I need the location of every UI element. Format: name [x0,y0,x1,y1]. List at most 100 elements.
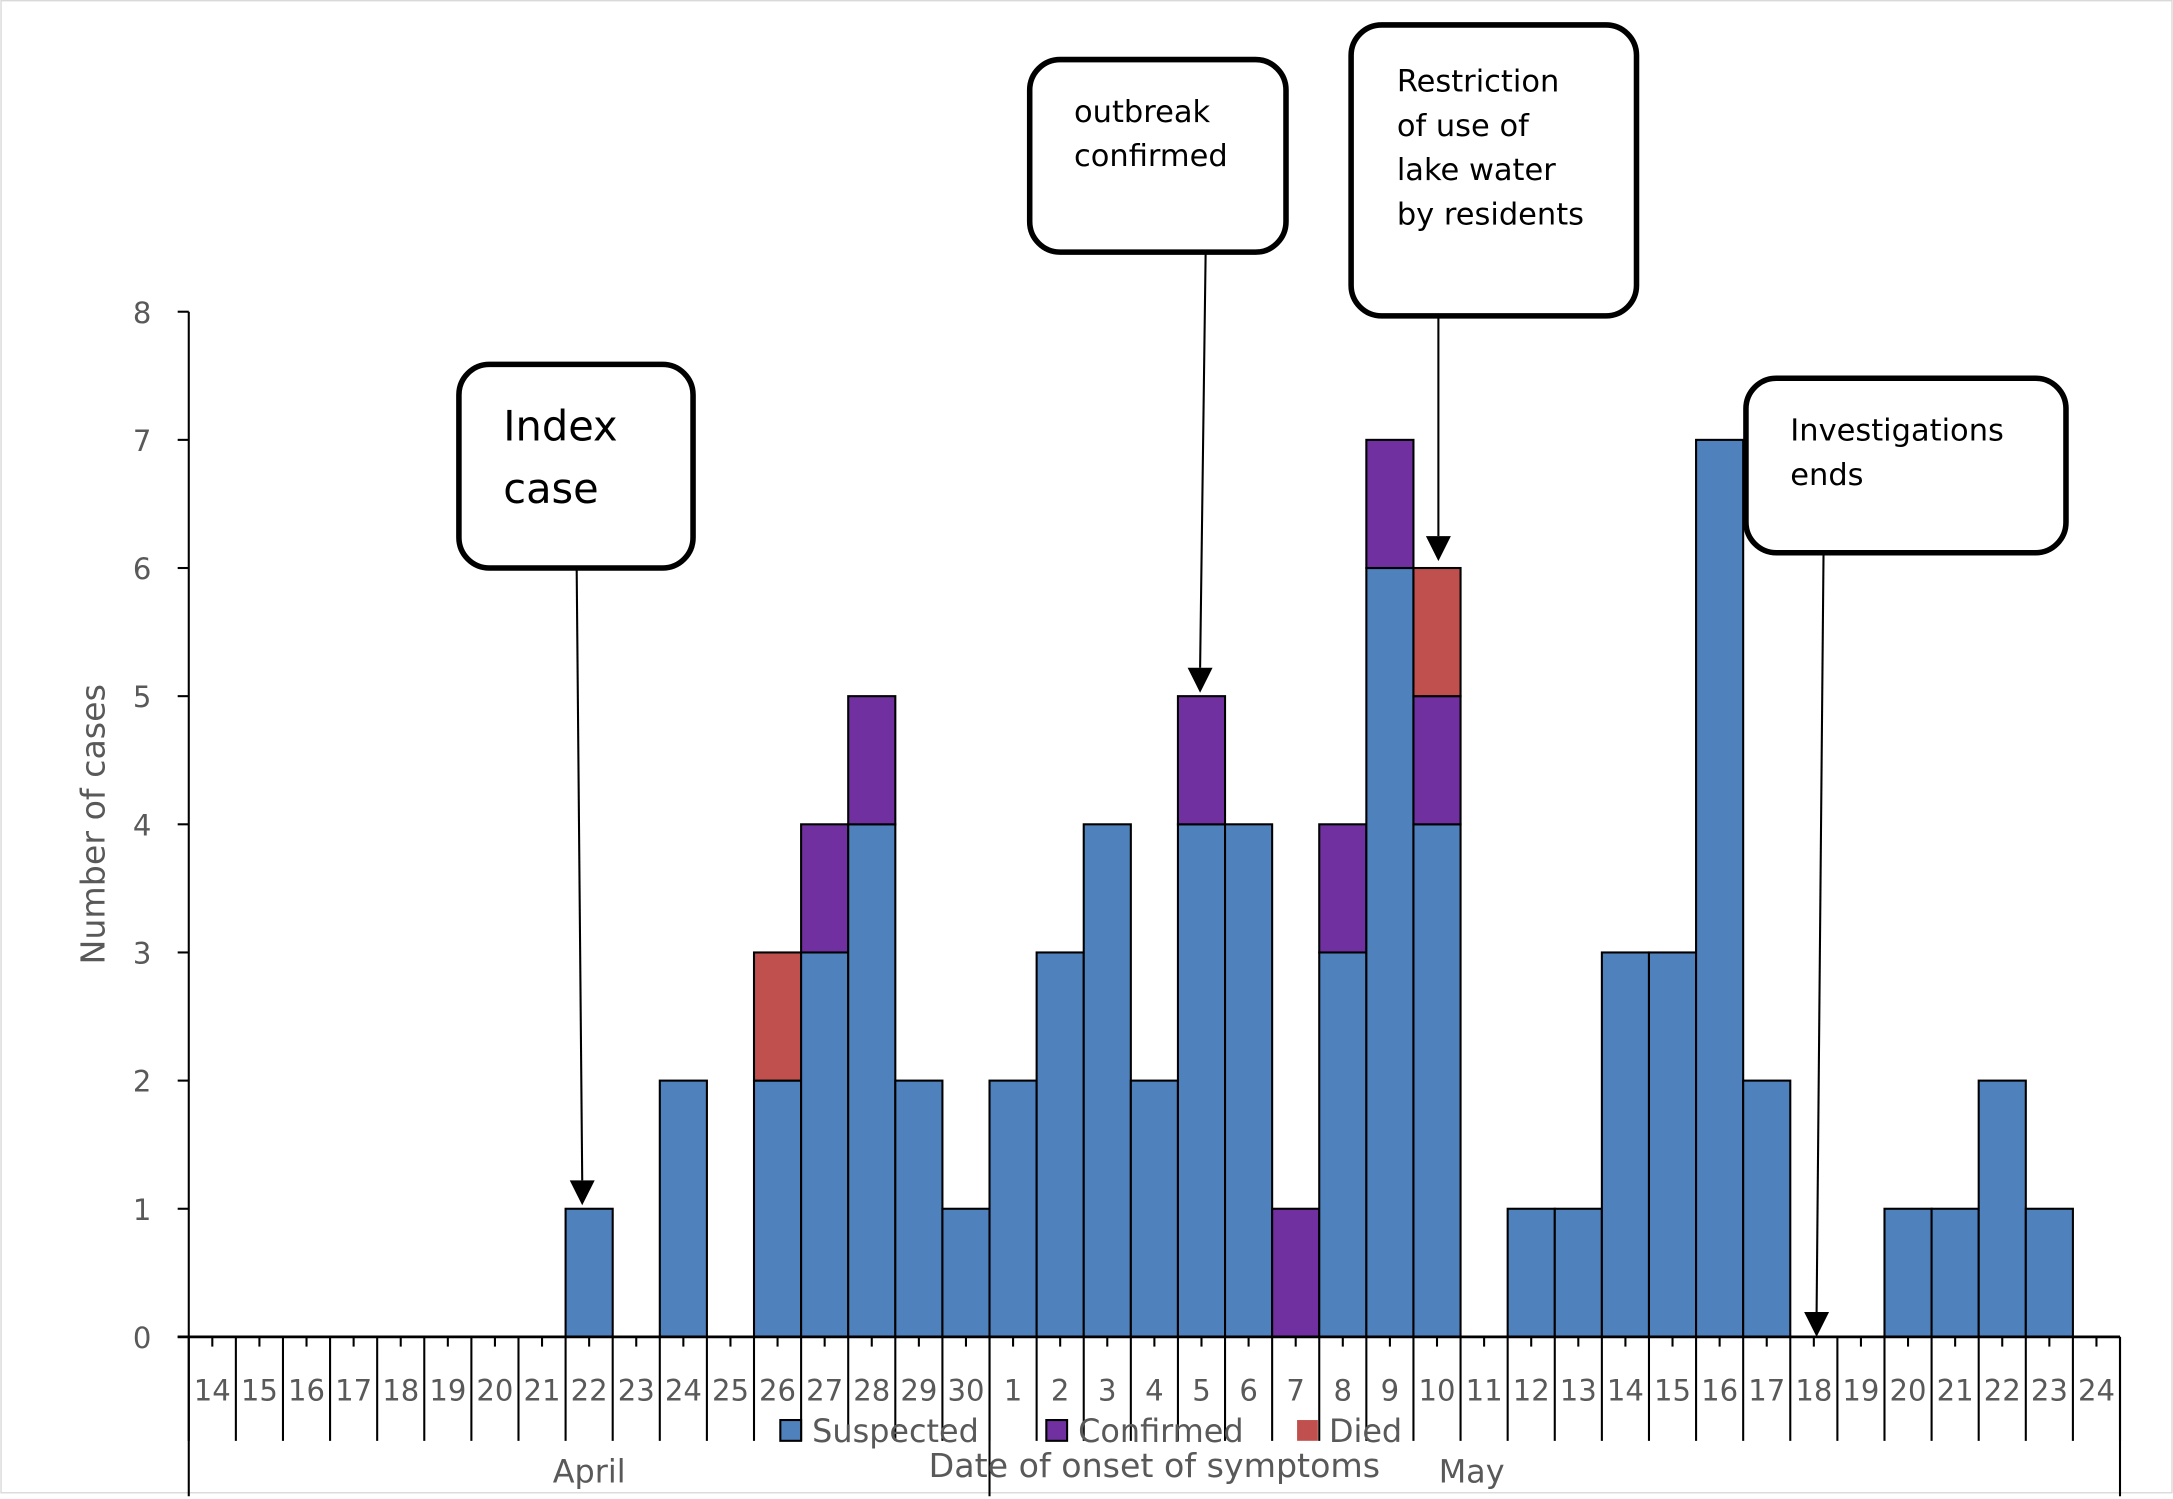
annotation-callout: outbreak confirmed [1026,56,1289,693]
annotation-box [1348,22,1640,319]
annotation-arrow-line [1815,552,1825,1312]
bar-suspected [1695,438,1745,1338]
annotation-text: by residents [1397,197,1584,232]
x-tick-label: 9 [1381,1374,1400,1408]
x-tick-label: 4 [1145,1374,1164,1408]
x-tick-label: 18 [1795,1374,1832,1408]
bar-suspected [1977,1079,2027,1338]
bar-suspected [847,823,897,1338]
x-tick-label: 15 [1654,1374,1691,1408]
bar-confirmed [800,823,850,954]
annotation-callout: Investigations ends [1743,375,2069,1337]
bar-confirmed [1271,1207,1321,1338]
month-label: May [1439,1452,1505,1490]
x-tick-label: 6 [1239,1374,1258,1408]
bar-suspected [1035,951,1085,1338]
y-tick-label: 2 [133,1065,152,1099]
x-tick-label: 26 [759,1374,796,1408]
x-tick-label: 22 [571,1374,608,1408]
arrow-head-icon [1425,536,1451,562]
x-tick-label: 15 [241,1374,278,1408]
arrow-head-icon [569,1180,595,1206]
annotation-arrow-line [1199,252,1207,668]
x-tick-label: 7 [1286,1374,1305,1408]
month-label: April [553,1452,626,1490]
annotation-text: case [503,464,599,513]
x-tick-label: 22 [1984,1374,2021,1408]
annotation-box [1026,56,1289,255]
annotation-text: of use of [1397,109,1530,144]
bar-suspected [1600,951,1651,1338]
bar-suspected [800,951,850,1338]
bar-suspected [1883,1207,1933,1338]
x-tick-label: 23 [618,1374,655,1408]
y-tick-label: 1 [133,1193,152,1227]
bar-confirmed [847,695,897,826]
bar-suspected [1365,566,1415,1338]
bar-suspected [1647,951,1698,1338]
x-tick-label: 10 [1418,1374,1455,1408]
bar-suspected [1318,951,1368,1338]
x-tick-label: 17 [1748,1374,1785,1408]
y-tick-label: 4 [133,808,152,842]
x-tick-label: 5 [1192,1374,1211,1408]
annotation-box [1743,375,2069,556]
annotation-text: Index [503,402,617,451]
x-tick-label: 17 [335,1374,372,1408]
annotation-text: ends [1790,458,1863,493]
x-tick-label: 30 [947,1374,984,1408]
x-tick-label: 20 [476,1374,513,1408]
x-tick-label: 2 [1051,1374,1070,1408]
legend-label-confirmed: Confirmed [1078,1412,1243,1450]
bar-suspected [1224,823,1274,1338]
annotation-text: Restriction [1397,64,1559,99]
legend-label-suspected: Suspected [812,1412,979,1450]
bar-suspected [658,1079,708,1338]
annotation-text: confirmed [1074,139,1228,174]
x-tick-label: 23 [2031,1374,2068,1408]
bar-suspected [941,1207,991,1338]
x-tick-label: 19 [1842,1374,1879,1408]
x-tick-label: 1 [1004,1374,1023,1408]
legend-swatch-confirmed [1045,1418,1069,1442]
annotation-text: Investigations [1790,414,2004,449]
bar-suspected [894,1079,944,1338]
bar-died [752,951,803,1082]
arrow-head-icon [1804,1311,1830,1337]
bar-suspected [1176,823,1227,1338]
x-tick-label: 11 [1466,1374,1503,1408]
x-tick-label: 25 [712,1374,749,1408]
bar-suspected [1129,1079,1179,1338]
bar-confirmed [1412,695,1462,826]
bar-died [1412,566,1462,698]
legend-label-died: Died [1329,1412,1402,1450]
bar-suspected [1082,823,1132,1338]
x-tick-label: 21 [1937,1374,1974,1408]
x-tick-label: 3 [1098,1374,1117,1408]
y-tick-label: 8 [133,296,152,330]
x-tick-label: 14 [194,1374,231,1408]
bar-confirmed [1318,823,1368,954]
bar-suspected [1506,1207,1556,1338]
legend-swatch-suspected [779,1418,803,1442]
y-tick-label: 0 [133,1321,152,1355]
y-tick-label: 3 [133,937,152,971]
arrow-head-icon [1187,667,1213,693]
y-tick-label: 7 [133,424,152,458]
bar-suspected [988,1079,1038,1338]
y-tick-label: 5 [133,680,152,714]
annotation-arrow-line [575,568,584,1181]
x-tick-label: 24 [665,1374,702,1408]
x-tick-label: 8 [1334,1374,1353,1408]
x-tick-label: 28 [853,1374,890,1408]
x-tick-label: 14 [1607,1374,1644,1408]
bar-suspected [1553,1207,1603,1338]
annotation-box [456,361,696,571]
x-tick-label: 24 [2078,1374,2115,1408]
bar-suspected [1412,823,1462,1338]
bar-confirmed [1365,438,1415,570]
legend-swatch-died [1297,1420,1318,1441]
x-tick-label: 19 [429,1374,466,1408]
